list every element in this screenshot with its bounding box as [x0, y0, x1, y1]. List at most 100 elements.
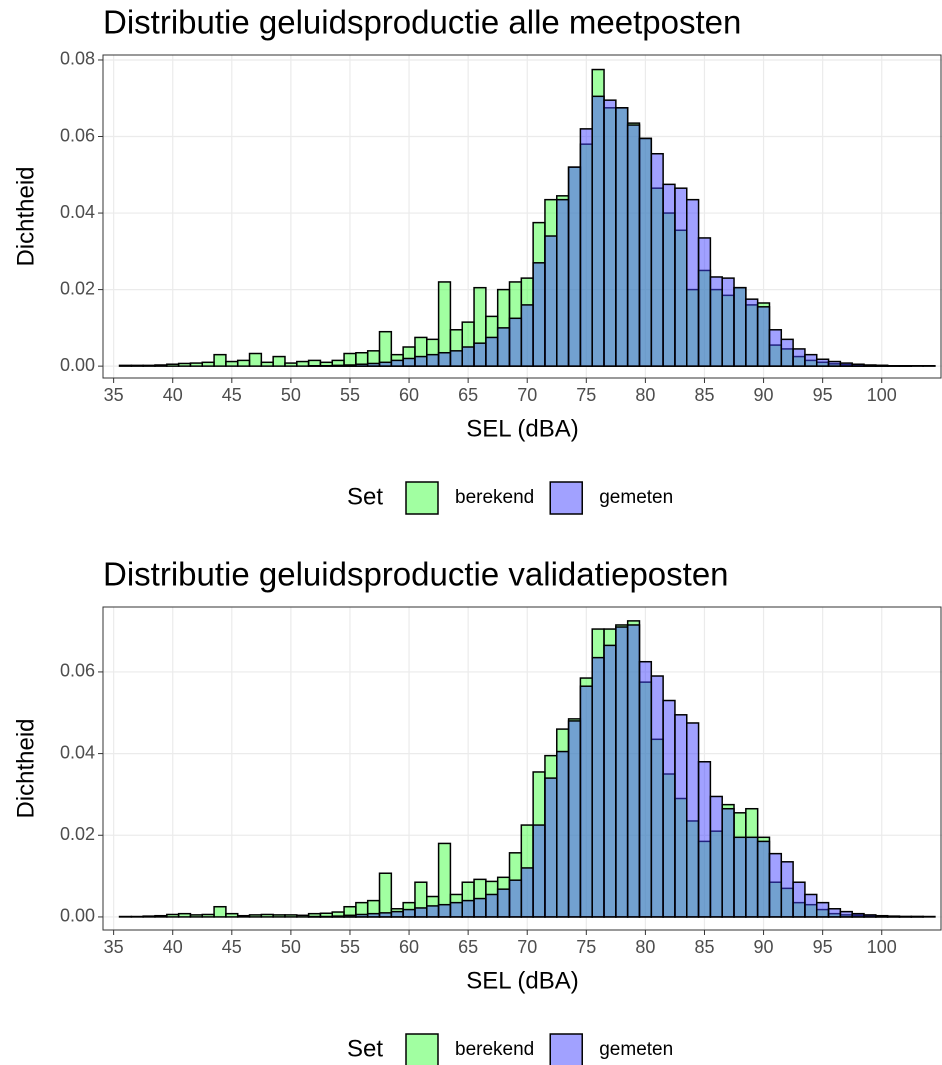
y-axis-label: Dichtheid: [12, 166, 39, 266]
histogram-bar: [496, 327, 511, 367]
histogram-bar: [686, 722, 700, 918]
histogram-bar: [591, 656, 605, 918]
histogram-bar: [189, 914, 204, 918]
histogram-bar: [272, 914, 286, 918]
histogram-bar: [201, 913, 215, 918]
histogram-bar: [331, 915, 345, 918]
histogram-bar: [331, 364, 345, 367]
legend-title: Set: [347, 1035, 383, 1062]
histogram-bar: [792, 881, 806, 918]
histogram-bar: [886, 915, 901, 918]
histogram-bar: [650, 152, 664, 367]
histogram-bar: [804, 893, 818, 918]
histogram-bar: [756, 840, 771, 918]
histogram-bar: [166, 913, 180, 918]
x-tick-label: 55: [340, 937, 360, 957]
y-tick-label: 0.00: [60, 355, 95, 375]
histogram-bar: [142, 915, 156, 918]
histogram-bar: [875, 914, 889, 918]
histogram-bar: [603, 99, 617, 367]
histogram-bar: [875, 364, 889, 367]
histogram-bar: [225, 912, 239, 918]
x-tick-label: 35: [104, 385, 124, 405]
histogram-bar: [473, 342, 487, 367]
x-tick-label: 40: [163, 385, 183, 405]
histogram-bar: [213, 905, 227, 918]
x-tick-label: 95: [813, 385, 833, 405]
x-tick-label: 45: [222, 937, 242, 957]
histogram-bar: [745, 298, 759, 367]
histogram-bar: [615, 107, 629, 367]
histogram-bar: [461, 346, 475, 367]
histogram-bar: [556, 750, 570, 918]
histogram-bar: [118, 364, 133, 367]
x-axis-label: SEL (dBA): [466, 415, 579, 442]
chart-title: Distributie geluidsproductie validatiepo…: [103, 556, 729, 593]
histogram-bar: [343, 364, 357, 367]
y-tick-label: 0.02: [60, 824, 95, 844]
x-axis-label: SEL (dBA): [466, 967, 579, 994]
histogram-bar: [674, 187, 688, 367]
histogram-bar: [532, 824, 546, 918]
histogram-bar: [402, 357, 416, 367]
histogram-bar: [626, 624, 641, 918]
histogram-bar: [437, 351, 452, 367]
histogram-bar: [378, 872, 393, 918]
histogram-bar: [248, 352, 263, 367]
histogram-bar: [686, 198, 700, 367]
y-tick-label: 0.06: [60, 125, 95, 145]
histogram-bar: [520, 304, 534, 367]
histogram-bar: [839, 910, 853, 918]
histogram-bar: [508, 317, 523, 367]
x-tick-label: 80: [635, 385, 655, 405]
histogram-bar: [721, 807, 735, 918]
histogram-bar: [721, 277, 735, 367]
histogram-bar: [366, 362, 381, 367]
legend-key: [405, 481, 439, 515]
y-tick-label: 0.04: [60, 742, 95, 762]
histogram-bar: [343, 914, 357, 918]
histogram-bar: [426, 353, 440, 367]
histogram-bar: [426, 905, 440, 918]
y-tick-label: 0.00: [60, 906, 95, 926]
histogram-bar: [839, 362, 853, 367]
histogram-bar: [662, 699, 676, 918]
histogram-bar: [863, 364, 877, 367]
histogram-bar: [745, 836, 759, 918]
histogram-bar: [236, 359, 251, 367]
histogram-bar: [532, 262, 546, 367]
histogram-bar: [697, 761, 712, 918]
histogram-bar: [236, 914, 251, 918]
histogram-bar: [154, 914, 168, 918]
histogram-bar: [378, 912, 393, 918]
histogram-bar: [544, 777, 558, 918]
histogram-bar: [827, 908, 842, 918]
y-tick-label: 0.06: [60, 661, 95, 681]
histogram-bar: [650, 675, 664, 918]
histogram-bar: [260, 361, 274, 367]
histogram-bar: [804, 353, 818, 367]
histogram-bar: [768, 329, 783, 367]
x-tick-label: 60: [399, 937, 419, 957]
histogram-bar: [296, 914, 310, 918]
histogram-bar: [189, 362, 204, 367]
histogram-bar: [815, 358, 830, 367]
histogram-bar: [615, 626, 629, 918]
histogram-bar: [225, 360, 239, 367]
histogram-bar: [863, 914, 877, 918]
histogram-bar: [461, 899, 475, 918]
x-tick-label: 45: [222, 385, 242, 405]
histogram-bar: [201, 361, 215, 367]
histogram-bar: [815, 901, 830, 918]
histogram-bar: [378, 361, 393, 367]
histogram-bar: [437, 903, 452, 918]
x-tick-label: 50: [281, 937, 301, 957]
legend-label: gemeten: [599, 1039, 673, 1060]
histogram-bar: [414, 907, 428, 918]
histogram-bar: [792, 348, 806, 367]
histogram-bar: [662, 183, 676, 367]
x-tick-label: 100: [867, 937, 897, 957]
histogram-bar: [851, 912, 865, 918]
histogram-bar: [697, 237, 712, 367]
x-tick-label: 40: [163, 937, 183, 957]
